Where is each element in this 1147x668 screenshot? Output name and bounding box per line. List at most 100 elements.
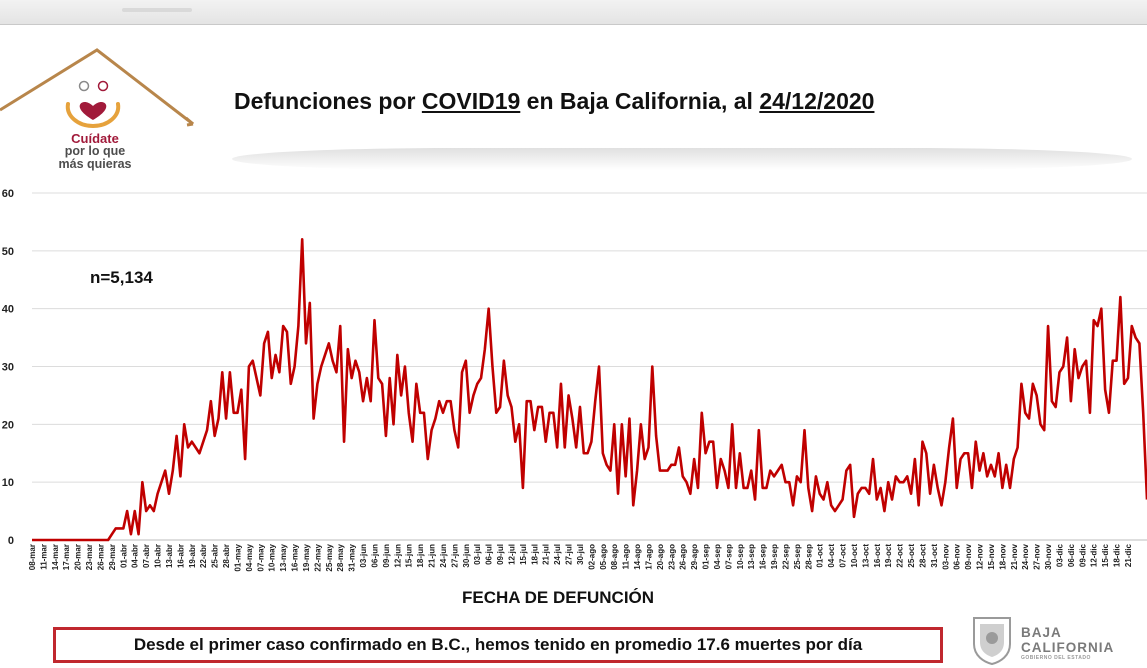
x-tick-label: 24-jul	[553, 544, 562, 565]
x-tick-label: 24-nov	[1021, 543, 1030, 569]
x-tick-label: 27-jun	[450, 544, 459, 568]
x-tick-label: 10-may	[268, 543, 277, 571]
logo-slogan: Cuídate por lo que más quieras	[40, 132, 150, 171]
x-tick-label: 15-dic	[1101, 543, 1110, 567]
x-tick-label: 14-ago	[633, 544, 642, 570]
x-tick-label: 28-oct	[918, 544, 927, 568]
x-tick-label: 09-jun	[382, 544, 391, 568]
x-tick-label: 21-nov	[1010, 543, 1019, 569]
title-middle: en Baja California, al	[520, 88, 760, 114]
x-tick-label: 01-sep	[702, 544, 711, 569]
x-tick-label: 11-mar	[39, 544, 48, 570]
x-tick-label: 12-jul	[507, 544, 516, 565]
x-tick-label: 04-abr	[131, 544, 140, 568]
x-tick-label: 07-oct	[839, 544, 848, 568]
cuidate-logo	[0, 48, 194, 129]
logo-line-1: Cuídate	[71, 131, 119, 146]
x-tick-label: 29-mar	[108, 544, 117, 570]
browser-top-bar	[0, 0, 1147, 25]
x-tick-label: 04-oct	[827, 544, 836, 568]
title-shadow	[232, 148, 1132, 170]
brand-line-1: BAJA	[1021, 625, 1062, 640]
y-tick-label: 10	[2, 477, 14, 489]
title-keyword: COVID19	[421, 88, 521, 114]
x-tick-label: 31-may	[348, 543, 357, 571]
x-tick-label: 25-sep	[793, 544, 802, 569]
x-tick-label: 01-may	[233, 543, 242, 571]
x-tick-label: 13-sep	[747, 544, 756, 569]
chart-title: Defunciones por COVID19 en Baja Californ…	[234, 88, 874, 115]
x-tick-label: 14-mar	[51, 544, 60, 570]
x-tick-label: 03-nov	[941, 543, 950, 569]
x-tick-label: 31-oct	[930, 544, 939, 568]
x-tick-label: 28-abr	[222, 544, 231, 568]
x-tick-label: 13-may	[279, 543, 288, 571]
x-tick-label: 24-jun	[439, 544, 448, 568]
x-tick-label: 07-may	[256, 543, 265, 571]
series-line-defunciones	[32, 237, 1147, 542]
average-note-box: Desde el primer caso confirmado en B.C.,…	[53, 627, 943, 663]
x-tick-label: 16-sep	[759, 544, 768, 569]
x-tick-label: 09-jul	[496, 544, 505, 565]
logo-line-2: por lo que	[64, 144, 126, 158]
x-axis-title: FECHA DE DEFUNCIÓN	[462, 588, 655, 607]
x-tick-label: 18-jun	[416, 544, 425, 568]
x-tick-label: 04-may	[245, 543, 254, 571]
x-tick-label: 30-nov	[1044, 543, 1053, 569]
x-tick-label: 25-may	[325, 543, 334, 571]
brand-line-2: CALIFORNIA	[1021, 640, 1115, 655]
x-tick-label: 26-mar	[96, 544, 105, 570]
x-tick-label: 03-jun	[359, 544, 368, 568]
total-count-annotation: n=5,134	[90, 268, 153, 287]
x-tick-label: 23-ago	[667, 544, 676, 570]
y-tick-label: 20	[2, 419, 14, 431]
x-tick-label: 15-jul	[519, 544, 528, 565]
x-tick-label: 02-ago	[587, 544, 596, 570]
x-tick-label: 18-jul	[530, 544, 539, 565]
x-tick-label: 06-jun	[370, 544, 379, 568]
x-tick-label: 22-oct	[896, 544, 905, 568]
x-tick-label: 15-jun	[405, 544, 414, 568]
x-tick-label: 27-jul	[565, 544, 574, 565]
y-tick-label: 40	[2, 304, 14, 316]
x-tick-label: 25-oct	[907, 544, 916, 568]
x-tick-label: 13-oct	[861, 544, 870, 568]
x-tick-label: 04-sep	[713, 544, 722, 569]
x-tick-label: 08-mar	[28, 544, 37, 570]
x-tick-label: 21-jul	[542, 544, 551, 565]
x-tick-label: 21-dic	[1124, 543, 1133, 567]
title-prefix: Defunciones por	[234, 88, 422, 114]
x-tick-label: 25-abr	[211, 544, 220, 568]
x-tick-label: 20-ago	[656, 544, 665, 570]
x-tick-label: 29-ago	[690, 544, 699, 570]
x-tick-label: 08-ago	[610, 544, 619, 570]
x-tick-label: 17-mar	[62, 544, 71, 570]
y-tick-label: 0	[8, 535, 14, 547]
x-tick-label: 28-sep	[804, 544, 813, 569]
x-tick-label: 05-ago	[599, 544, 608, 570]
x-tick-label: 28-may	[336, 543, 345, 571]
brand-line-3: GOBIERNO DEL ESTADO	[1021, 655, 1091, 661]
x-tick-label: 06-jul	[485, 544, 494, 565]
baja-california-brand: BAJA CALIFORNIA GOBIERNO DEL ESTADO	[1021, 625, 1114, 661]
x-tick-label: 01-oct	[816, 544, 825, 568]
x-tick-label: 13-abr	[165, 544, 174, 568]
x-tick-label: 10-sep	[736, 544, 745, 569]
title-date: 24/12/2020	[759, 88, 875, 114]
x-tick-label: 16-oct	[873, 544, 882, 568]
x-tick-label: 22-may	[313, 543, 322, 571]
x-tick-label: 26-ago	[679, 544, 688, 570]
x-tick-label: 11-ago	[622, 544, 631, 569]
x-tick-label: 03-dic	[1055, 543, 1064, 567]
x-tick-label: 16-may	[291, 543, 300, 571]
browser-tab[interactable]	[122, 8, 192, 12]
x-tick-label: 16-abr	[176, 544, 185, 568]
x-tick-label: 07-abr	[142, 544, 151, 568]
x-tick-label: 07-sep	[724, 544, 733, 569]
x-tick-label: 22-abr	[199, 544, 208, 568]
x-tick-label: 19-may	[302, 543, 311, 571]
x-tick-label: 22-sep	[781, 544, 790, 569]
x-tick-label: 15-nov	[987, 543, 996, 569]
x-tick-label: 06-nov	[953, 543, 962, 569]
